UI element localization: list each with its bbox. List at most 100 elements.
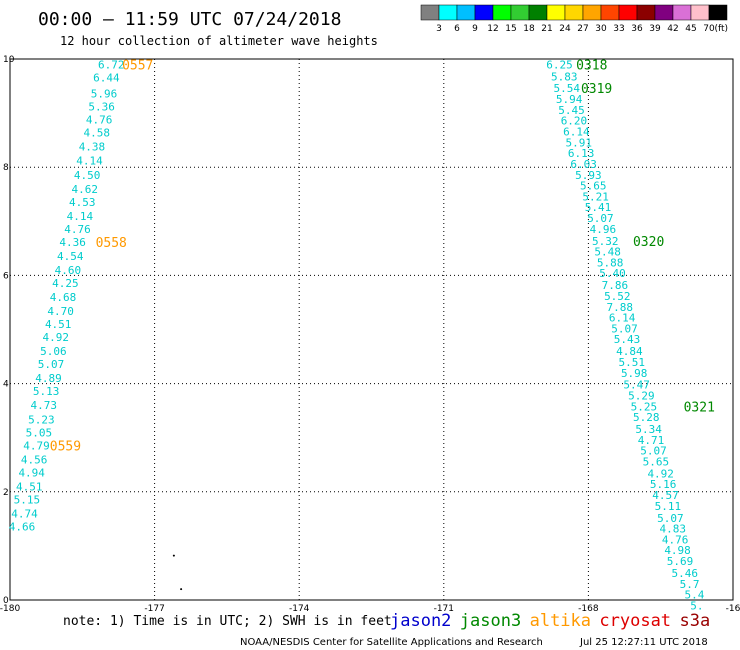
satellite-legend: jason2 jason3 altika cryosat s3a xyxy=(390,611,710,631)
y-tick-label: 2 xyxy=(3,488,9,498)
wave-height-value: 6.25 xyxy=(546,58,573,71)
legend-jason2: jason2 xyxy=(390,611,451,631)
colorbar-tick-label: 21 xyxy=(541,24,552,34)
wave-height-value: 5.83 xyxy=(551,70,578,83)
wave-height-value: 6.14 xyxy=(609,312,636,325)
time-label: 0319 xyxy=(581,82,612,97)
page-title: 00:00 — 11:59 UTC 07/24/2018 xyxy=(38,9,341,30)
legend-jason3: jason3 xyxy=(460,611,521,631)
wave-height-value: 5. xyxy=(690,599,703,612)
wave-height-value: 4.70 xyxy=(47,305,74,318)
page-subtitle: 12 hour collection of altimeter wave hei… xyxy=(60,34,378,48)
colorbar-swatch xyxy=(438,4,458,21)
colorbar-tick-label: 30 xyxy=(595,24,607,34)
footer-note: note: 1) Time is in UTC; 2) SWH is in fe… xyxy=(63,614,392,629)
colorbar-tick-label: 12 xyxy=(487,24,498,34)
wave-height-value: 4.92 xyxy=(43,331,70,344)
x-tick-label: -177 xyxy=(144,604,164,614)
y-tick-label: 8 xyxy=(3,163,9,173)
wave-height-value: 4.94 xyxy=(18,466,45,479)
colorbar-swatch xyxy=(600,4,620,21)
wave-height-value: 5.65 xyxy=(580,180,607,193)
wave-height-value: 4.76 xyxy=(64,223,91,236)
wave-height-value: 7.86 xyxy=(602,279,629,292)
colorbar-tick-label: 27 xyxy=(577,24,588,34)
wave-height-value: 5.32 xyxy=(592,235,619,248)
colorbar-tick-label: 39 xyxy=(649,24,661,34)
time-label: 0318 xyxy=(576,58,607,73)
colorbar-swatch xyxy=(672,4,692,21)
wave-height-value: 4.36 xyxy=(59,236,86,249)
wave-height-value: 4.14 xyxy=(76,155,103,168)
colorbar-tick-label: 3 xyxy=(436,24,442,34)
wave-height-value: 4.25 xyxy=(52,277,79,290)
wave-height-value: 4.50 xyxy=(74,169,101,182)
colorbar-swatch xyxy=(546,4,566,21)
wave-height-value: 4.83 xyxy=(660,523,687,536)
legend-altika: altika xyxy=(530,611,591,631)
time-label: 0557 xyxy=(122,58,153,73)
colorbar-tick-label: 33 xyxy=(613,24,624,34)
wave-height-value: 5.7 xyxy=(680,578,700,591)
colorbar-swatch xyxy=(708,4,728,21)
wave-height-value: 5.69 xyxy=(667,555,694,568)
y-tick-label: 6 xyxy=(3,271,9,281)
wave-height-value: 4.66 xyxy=(9,520,36,533)
data-dot xyxy=(172,554,175,557)
wave-height-value: 4.96 xyxy=(590,223,617,236)
time-label: 0320 xyxy=(633,235,664,250)
colorbar-swatch xyxy=(654,4,674,21)
wave-height-value: 4.79 xyxy=(23,439,50,452)
wave-height-value: 5.41 xyxy=(585,201,612,214)
wave-height-value: 4.58 xyxy=(84,127,111,140)
wave-height-value: 5.43 xyxy=(614,333,641,346)
wave-height-value: 5.96 xyxy=(91,88,118,101)
wave-height-value: 5.16 xyxy=(650,478,677,491)
wave-height-value: 4.76 xyxy=(662,533,689,546)
time-label: 0558 xyxy=(96,236,127,251)
wave-height-value: 5.15 xyxy=(14,493,41,506)
wave-height-value: 5.98 xyxy=(621,367,648,380)
wave-height-value: 6.13 xyxy=(568,147,595,160)
wave-height-value: 5.07 xyxy=(640,445,667,458)
colorbar-tick-label: 36 xyxy=(631,24,643,34)
time-label: 0559 xyxy=(50,439,81,454)
wave-height-value: 5.4 xyxy=(685,589,705,602)
colorbar-swatch xyxy=(582,4,602,21)
colorbar-tick-label: 24 xyxy=(559,24,571,34)
colorbar-tick-label: 45 xyxy=(685,24,696,34)
x-tick-label: -16 xyxy=(726,604,740,614)
wave-height-value: 4.60 xyxy=(55,264,82,277)
colorbar-swatch xyxy=(528,4,548,21)
wave-height-value: 4.74 xyxy=(11,507,38,520)
wave-height-value: 5.05 xyxy=(26,426,53,439)
wave-height-value: 5.06 xyxy=(40,345,67,358)
colorbar-unit-label: (ft) xyxy=(714,24,728,34)
colorbar-swatch xyxy=(510,4,530,21)
wave-height-value: 5.34 xyxy=(635,423,662,436)
wave-height-value: 4.84 xyxy=(616,345,643,358)
x-tick-label: -168 xyxy=(578,604,599,614)
wave-height-value: 5.46 xyxy=(672,567,699,580)
wave-height-value: 5.07 xyxy=(38,358,65,371)
colorbar-swatch xyxy=(420,4,440,21)
colorbar-legend: 3 6 9 12 15 18 21 24 27 30 33 36 39 42 45 70 (ft) xyxy=(420,4,728,34)
wave-height-value: 6.72 xyxy=(98,58,125,71)
wave-height-value: 4.54 xyxy=(57,250,84,263)
colorbar-swatch xyxy=(636,4,656,21)
wave-height-value: 5.40 xyxy=(599,267,626,280)
colorbar-tick-label: 6 xyxy=(454,24,460,34)
wave-height-value: 5.88 xyxy=(597,256,624,269)
wave-height-value: 4.76 xyxy=(86,114,113,127)
wave-height-value: 4.51 xyxy=(45,318,72,331)
footer-credit: NOAA/NESDIS Center for Satellite Applica… xyxy=(240,637,543,648)
wave-height-value: 4.51 xyxy=(16,480,43,493)
axis-tick-labels: -180 -177 -174 -171 -168 -16 0 2 4 6 8 10 xyxy=(0,55,740,614)
x-tick-label: -180 xyxy=(0,604,20,614)
wave-height-value: 5.48 xyxy=(594,246,621,259)
colorbar-swatch xyxy=(564,4,584,21)
wave-height-value: 5.54 xyxy=(553,82,580,95)
wave-height-value: 5.65 xyxy=(643,456,670,469)
time-label: 0321 xyxy=(684,400,715,415)
